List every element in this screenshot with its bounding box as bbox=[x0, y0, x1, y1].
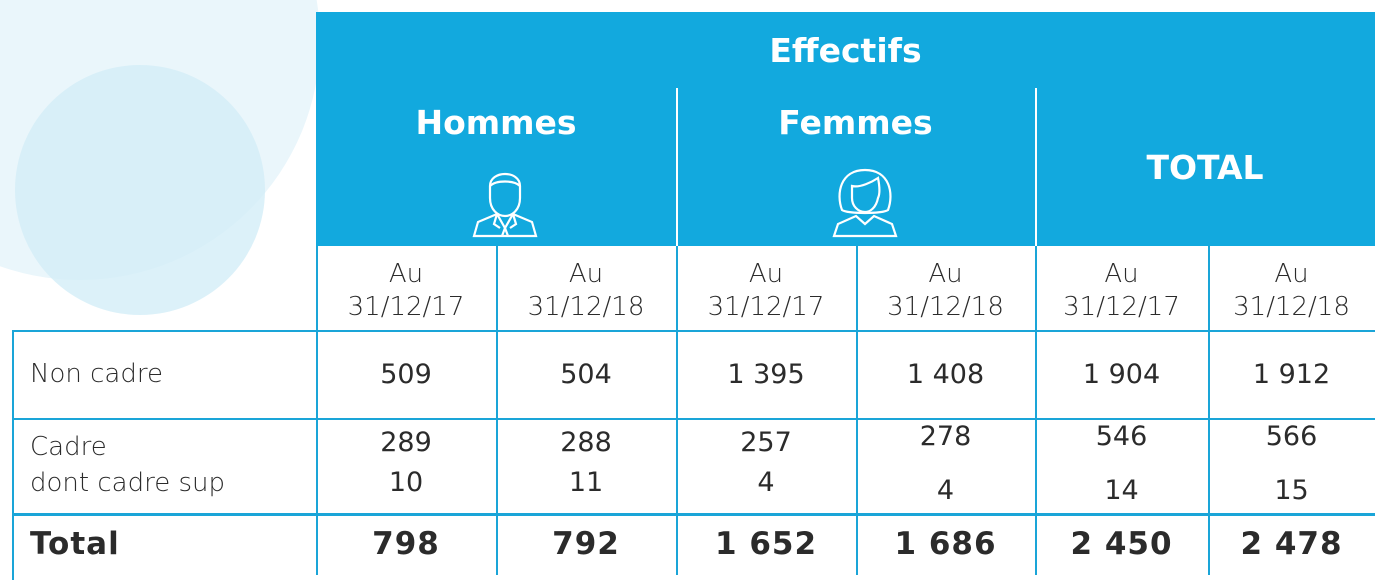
column-divider bbox=[1208, 418, 1210, 513]
cell-subvalue: 11 bbox=[568, 466, 604, 498]
column-prefix: Au bbox=[568, 259, 604, 289]
column-divider bbox=[676, 418, 678, 513]
divider bbox=[1035, 88, 1037, 246]
cell-subvalue: 4 bbox=[757, 466, 775, 498]
column-divider bbox=[496, 246, 498, 330]
column-divider bbox=[1035, 246, 1037, 330]
background-circles bbox=[0, 0, 320, 315]
cell-subvalue: 14 bbox=[1104, 474, 1139, 506]
group-header: Femmes bbox=[778, 102, 933, 142]
column-divider bbox=[676, 330, 678, 418]
cell-value: 278 bbox=[919, 420, 972, 452]
column-prefix: Au bbox=[748, 259, 784, 289]
cell-value: 798 bbox=[372, 526, 440, 562]
column-divider bbox=[856, 246, 858, 330]
column-divider bbox=[1208, 513, 1210, 575]
column-divider bbox=[1208, 246, 1210, 330]
group-header: TOTAL bbox=[1146, 147, 1264, 187]
cell-value: 2 450 bbox=[1070, 526, 1173, 562]
row-label: Cadre bbox=[30, 432, 107, 462]
column-prefix: Au bbox=[1104, 259, 1139, 289]
woman-icon bbox=[832, 168, 898, 238]
column-divider bbox=[1035, 513, 1037, 575]
column-divider bbox=[316, 330, 318, 418]
cell-value: 1 912 bbox=[1252, 358, 1331, 390]
cell-value: 792 bbox=[552, 526, 620, 562]
divider bbox=[676, 88, 678, 246]
row-label: Total bbox=[30, 526, 120, 562]
cell-value: 509 bbox=[380, 358, 432, 390]
man-icon bbox=[472, 172, 538, 238]
column-divider bbox=[316, 246, 318, 330]
column-date: 31/12/17 bbox=[1063, 292, 1180, 322]
cell-value: 257 bbox=[740, 426, 792, 458]
column-divider bbox=[856, 418, 858, 513]
column-divider bbox=[676, 246, 678, 330]
row-divider bbox=[12, 513, 1375, 516]
column-divider bbox=[496, 418, 498, 513]
column-prefix: Au bbox=[1274, 259, 1309, 289]
cell-subvalue: 15 bbox=[1274, 474, 1309, 506]
column-divider bbox=[316, 513, 318, 575]
column-divider bbox=[1208, 330, 1210, 418]
column-divider bbox=[316, 418, 318, 513]
cell-value: 289 bbox=[380, 426, 432, 458]
column-divider bbox=[856, 513, 858, 575]
cell-value: 1 395 bbox=[727, 358, 805, 390]
group-header: Hommes bbox=[415, 102, 577, 142]
cell-value: 566 bbox=[1265, 420, 1318, 452]
row-sublabel: dont cadre sup bbox=[30, 468, 225, 498]
cell-value: 504 bbox=[560, 358, 612, 390]
column-date: 31/12/17 bbox=[707, 292, 825, 322]
column-divider bbox=[496, 330, 498, 418]
body-border bbox=[12, 330, 1375, 580]
row-divider bbox=[12, 418, 1375, 420]
column-divider bbox=[1035, 330, 1037, 418]
table-title: Effectifs bbox=[769, 30, 922, 70]
column-date: 31/12/17 bbox=[347, 292, 465, 322]
column-divider bbox=[1035, 418, 1037, 513]
column-date: 31/12/18 bbox=[527, 292, 645, 322]
cell-subvalue: 10 bbox=[388, 466, 424, 498]
cell-value: 1 904 bbox=[1082, 358, 1161, 390]
column-prefix: Au bbox=[388, 259, 424, 289]
cell-subvalue: 4 bbox=[936, 474, 955, 506]
cell-value: 1 652 bbox=[714, 526, 818, 562]
cell-value: 1 686 bbox=[894, 526, 997, 562]
column-date: 31/12/18 bbox=[887, 292, 1004, 322]
row-label: Non cadre bbox=[30, 359, 163, 389]
column-divider bbox=[496, 513, 498, 575]
cell-value: 2 478 bbox=[1240, 526, 1343, 562]
cell-value: 288 bbox=[560, 426, 612, 458]
cell-value: 546 bbox=[1095, 420, 1148, 452]
column-divider bbox=[676, 513, 678, 575]
column-date: 31/12/18 bbox=[1233, 292, 1350, 322]
column-prefix: Au bbox=[928, 259, 963, 289]
cell-value: 1 408 bbox=[906, 358, 985, 390]
column-divider bbox=[856, 330, 858, 418]
